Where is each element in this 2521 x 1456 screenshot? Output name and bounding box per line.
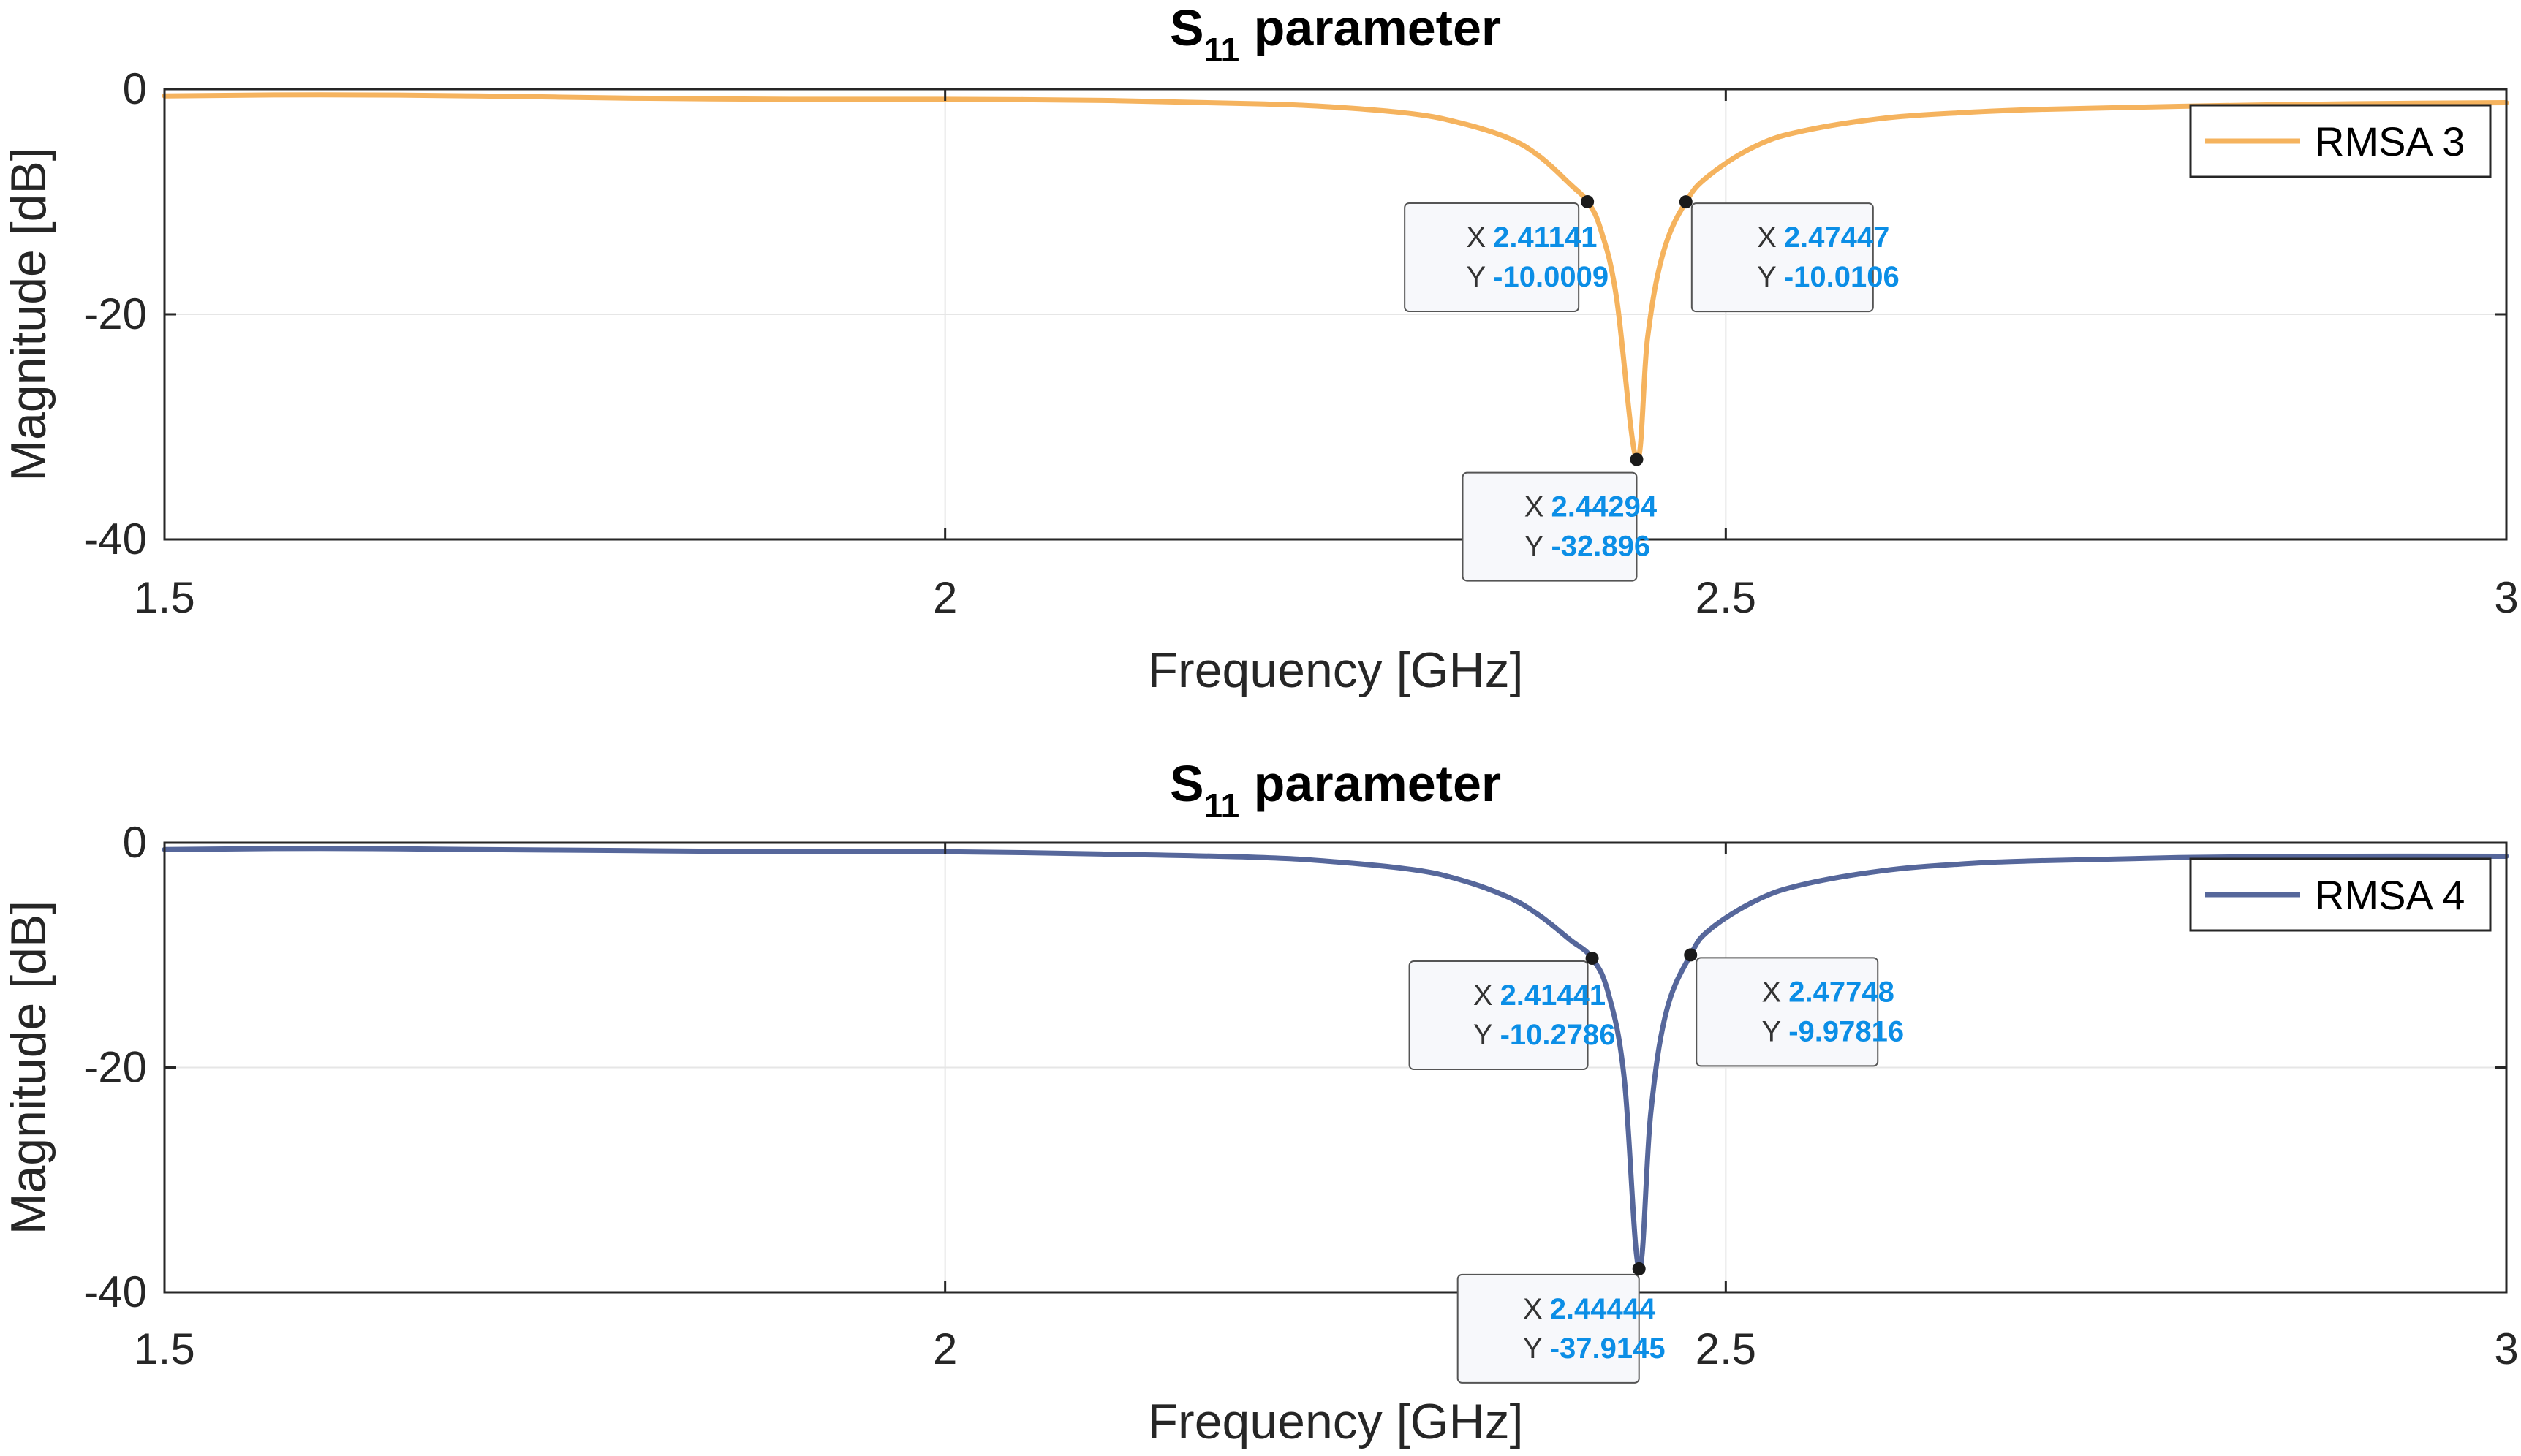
y-tick-label: 0 — [123, 64, 147, 113]
datatip-x-key: X — [1466, 221, 1486, 254]
datatip-x-key: X — [1757, 221, 1777, 254]
datatip-box — [1456, 1273, 1640, 1384]
datatip-box — [1690, 202, 1874, 313]
x-tick-label: 1.5 — [134, 1324, 194, 1373]
chart-title-subscript: 11 — [1204, 31, 1240, 69]
datatip-x-key: X — [1473, 979, 1493, 1012]
chart-title-suffix: parameter — [1239, 0, 1501, 56]
y-tick-label: -20 — [83, 289, 147, 338]
datatip-x-value: 2.41441 — [1500, 979, 1606, 1012]
x-tick-label: 2 — [933, 1324, 957, 1373]
y-axis-label: Magnitude [dB] — [1, 900, 56, 1235]
datatip-marker — [1684, 948, 1698, 962]
datatip-y-key: Y — [1473, 1019, 1493, 1051]
datatip-box — [1696, 957, 1879, 1067]
datatip-x-value: 2.47447 — [1784, 221, 1890, 254]
datatip-marker — [1585, 952, 1599, 966]
datatip-x-value: 2.44294 — [1551, 491, 1657, 523]
datatip-y-value: -10.2786 — [1500, 1019, 1616, 1051]
x-axis-label: Frequency [GHz] — [1148, 1394, 1524, 1449]
y-tick-label: -40 — [83, 515, 147, 564]
legend-label: RMSA 4 — [2315, 872, 2465, 918]
datatip-x-value: 2.47748 — [1788, 976, 1894, 1008]
x-tick-label: 2.5 — [1696, 1324, 1756, 1373]
legend-label: RMSA 3 — [2315, 118, 2465, 164]
datatip-y-value: -10.0009 — [1493, 261, 1609, 293]
x-tick-label: 3 — [2494, 573, 2518, 622]
datatip-box — [1404, 202, 1580, 313]
datatip-marker — [1581, 195, 1595, 209]
datatip-y-value: -37.9145 — [1550, 1332, 1666, 1365]
datatip-x-key: X — [1524, 491, 1544, 523]
datatip-y-value: -32.896 — [1551, 531, 1650, 563]
series-line-rmsa-4 — [162, 846, 2509, 1272]
datatip-y-key: Y — [1466, 261, 1486, 293]
datatip-y-key: Y — [1762, 1015, 1782, 1047]
chart-panel-bottom: 1.5 2 2.5 3 0 -20 -40 Frequency [GHz] Magnitude … — [1, 755, 2519, 1449]
x-tick-label: 3 — [2494, 1324, 2518, 1373]
datatip-marker — [1679, 195, 1693, 209]
y-axis-label: Magnitude [dB] — [1, 147, 56, 481]
datatip-marker — [1630, 452, 1644, 466]
chart-title-main: S — [1170, 755, 1204, 812]
datatip-y-value: -10.0106 — [1784, 261, 1900, 293]
y-tick-label: -40 — [83, 1267, 147, 1316]
x-tick-label: 2.5 — [1696, 573, 1756, 622]
datatip-y-key: Y — [1523, 1332, 1543, 1365]
chart-title-subscript: 11 — [1204, 786, 1240, 824]
chart-title-suffix: parameter — [1239, 755, 1501, 812]
datatip-x-key: X — [1523, 1293, 1543, 1325]
datatip-box — [1408, 960, 1589, 1071]
datatip-x-value: 2.44444 — [1550, 1293, 1656, 1325]
chart-title: S11 parameter — [1170, 755, 1501, 824]
datatip-y-key: Y — [1524, 531, 1544, 563]
datatip-box — [1462, 471, 1638, 582]
chart-title-main: S — [1170, 0, 1204, 56]
datatip-x-value: 2.41141 — [1493, 221, 1597, 254]
x-tick-label: 1.5 — [134, 573, 194, 622]
x-axis-label: Frequency [GHz] — [1148, 642, 1524, 698]
chart-panel-top: 1.5 2 2.5 3 0 -20 -40 Frequency [GHz] Magnitude … — [1, 0, 2519, 698]
chart-title: S11 parameter — [1170, 0, 1501, 69]
datatip-y-key: Y — [1757, 261, 1777, 293]
x-tick-label: 2 — [933, 573, 957, 622]
datatip-x-key: X — [1762, 976, 1782, 1008]
datatip-y-value: -9.97816 — [1788, 1015, 1904, 1047]
datatip-marker — [1632, 1262, 1646, 1275]
y-tick-label: 0 — [123, 818, 147, 867]
y-tick-label: -20 — [83, 1043, 147, 1092]
